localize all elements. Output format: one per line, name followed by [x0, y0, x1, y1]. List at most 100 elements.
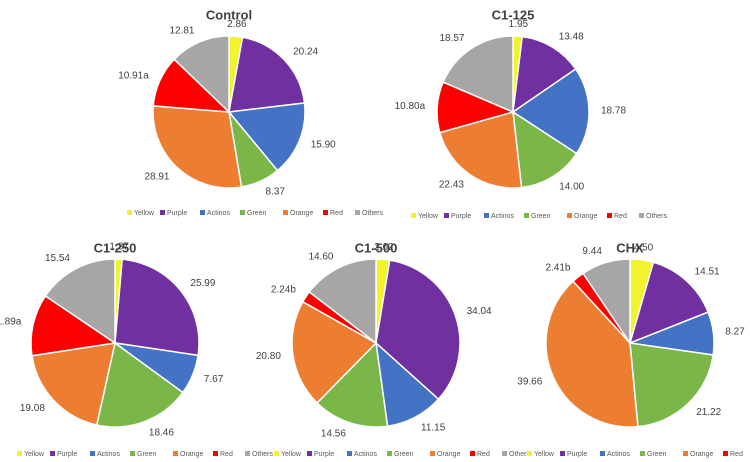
legend-label-orange: Orange [290, 210, 313, 217]
legend-swatch-yellow [17, 451, 22, 456]
legend-swatch-green [387, 451, 392, 456]
pie-slice-green [512, 110, 578, 189]
pie-slice-purple [628, 261, 710, 345]
legend-swatch-green [240, 210, 245, 215]
data-label-red: 2.24b [271, 285, 296, 296]
pie-slice-purple [228, 36, 306, 113]
legend-label-green: Green [531, 213, 551, 220]
pie-slice-others [173, 35, 230, 114]
chart-title: C1-500 [355, 241, 398, 256]
legend-swatch-purple [50, 451, 55, 456]
legend-swatch-red [470, 451, 475, 456]
legend: Yellow Purple Actinos Green Orange Red Others [274, 451, 531, 458]
legend-swatch-orange [430, 451, 435, 456]
legend-swatch-yellow [274, 451, 279, 456]
pie-slice-green [95, 341, 184, 428]
legend-label-purple: Purple [314, 451, 334, 458]
pie-slice-green [629, 342, 714, 428]
pie-slice-orange [31, 342, 116, 426]
pie-slice-orange [438, 111, 523, 189]
legend-swatch-yellow [127, 210, 132, 215]
legend-label-actinos: Actinos [607, 451, 630, 458]
legend-label-actinos: Actinos [354, 451, 377, 458]
data-label-purple: 14.51 [695, 267, 720, 278]
data-label-red: 11.89a [0, 317, 22, 328]
pie-slice-others [44, 258, 116, 345]
data-label-yellow: 1.37 [109, 242, 129, 253]
legend-swatch-green [524, 213, 529, 218]
data-label-others: 18.57 [439, 33, 464, 44]
legend-label-red: Red [730, 451, 743, 458]
data-label-yellow: 4.50 [634, 243, 654, 254]
legend-swatch-actinos [600, 451, 605, 456]
data-label-purple: 13.48 [559, 31, 584, 42]
legend-label-green: Green [137, 451, 157, 458]
pie-slice-actinos [511, 67, 590, 155]
legend-swatch-actinos [347, 451, 352, 456]
data-label-others: 14.60 [308, 252, 333, 263]
chart-title: C1-250 [94, 241, 137, 256]
legend-label-green: Green [394, 451, 414, 458]
legend-label-red: Red [330, 210, 343, 217]
legend-label-purple: Purple [451, 213, 471, 220]
legend-label-others: Others [646, 213, 668, 220]
legend-label-purple: Purple [57, 451, 77, 458]
legend-swatch-red [323, 210, 328, 215]
pie-slice-purple [375, 259, 461, 401]
legend-swatch-purple [444, 213, 449, 218]
legend-label-orange: Orange [690, 451, 713, 458]
pie-slice-purple [512, 35, 577, 114]
data-label-actinos: 15.90 [311, 139, 336, 150]
legend: Yellow Purple Actinos Green Orange Red Others [17, 451, 274, 458]
legend-label-purple: Purple [567, 451, 587, 458]
legend-label-others: Others [252, 451, 274, 458]
data-label-yellow: 2.62 [374, 242, 394, 253]
legend-label-yellow: Yellow [134, 210, 155, 217]
data-label-green: 8.37 [266, 187, 286, 198]
data-label-orange: 20.80 [256, 351, 281, 362]
pie-slice-others [582, 258, 631, 346]
legend-label-actinos: Actinos [207, 210, 230, 217]
legend-swatch-green [640, 451, 645, 456]
legend-swatch-orange [567, 213, 572, 218]
data-label-yellow: 2.86 [227, 19, 247, 30]
legend-label-green: Green [247, 210, 267, 217]
data-label-orange: 19.08 [20, 403, 45, 414]
data-label-purple: 25.99 [190, 278, 215, 289]
pie-slice-actinos [227, 102, 306, 172]
legend-swatch-yellow [411, 213, 416, 218]
chart-title: CHX [616, 241, 644, 256]
legend-label-yellow: Yellow [24, 451, 45, 458]
pie-slice-orange [152, 105, 243, 189]
data-label-yellow: 1.95 [509, 19, 529, 30]
legend: Yellow Purple Actinos Green Orange Red Others [127, 210, 384, 217]
legend-label-actinos: Actinos [97, 451, 120, 458]
pie-slice-others [308, 258, 377, 345]
legend-label-others: Others [509, 451, 531, 458]
data-label-orange: 22.43 [439, 180, 464, 191]
chart-title: C1-125 [492, 8, 535, 23]
data-label-purple: 20.24 [293, 46, 318, 57]
data-label-others: 12.81 [169, 26, 194, 37]
legend-label-yellow: Yellow [281, 451, 302, 458]
pie-slice-red [30, 294, 118, 357]
data-label-purple: 34.04 [467, 306, 492, 317]
pie-slice-orange [545, 280, 639, 428]
data-label-red: 2.41b [545, 262, 570, 273]
legend-swatch-others [639, 213, 644, 218]
legend-swatch-others [355, 210, 360, 215]
data-label-actinos: 7.67 [204, 374, 224, 385]
legend-label-green: Green [647, 451, 667, 458]
data-label-green: 21.22 [696, 407, 721, 418]
data-label-actinos: 18.78 [601, 106, 626, 117]
legend-swatch-red [607, 213, 612, 218]
legend-swatch-green [130, 451, 135, 456]
legend-swatch-others [245, 451, 250, 456]
legend-swatch-purple [560, 451, 565, 456]
legend-label-red: Red [220, 451, 233, 458]
